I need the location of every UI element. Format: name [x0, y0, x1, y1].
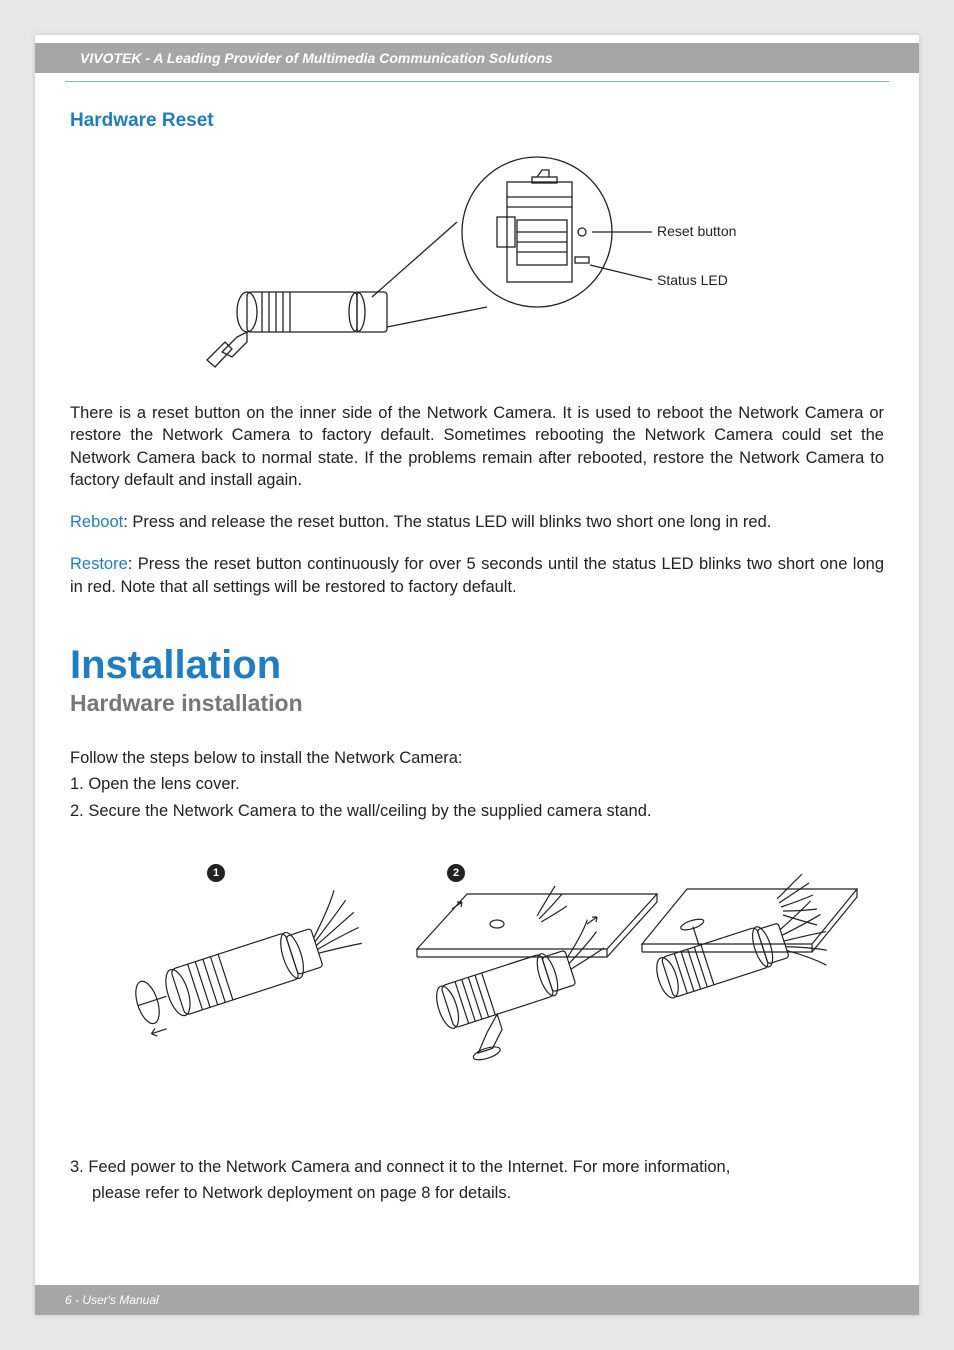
install-step-3-line2: please refer to Network deployment on pa… [70, 1180, 884, 1206]
reboot-paragraph: Reboot: Press and release the reset butt… [70, 511, 884, 533]
content-area: Hardware Reset [70, 110, 884, 1270]
restore-label: Restore [70, 555, 128, 573]
install-step-3-line1: 3. Feed power to the Network Camera and … [70, 1154, 884, 1180]
reset-paragraph: There is a reset button on the inner sid… [70, 402, 884, 491]
step-badge-1: 1 [207, 864, 225, 882]
install-diagram: 1 2 [87, 849, 867, 1129]
page: VIVOTEK - A Leading Provider of Multimed… [35, 35, 919, 1315]
footer-text: 6 - User's Manual [65, 1293, 159, 1307]
reboot-text: : Press and release the reset button. Th… [123, 513, 771, 531]
separator-line [65, 81, 889, 82]
install-diagram-svg [87, 849, 867, 1129]
status-led-label: Status LED [657, 272, 728, 288]
reboot-label: Reboot [70, 513, 123, 531]
install-step-1: 1. Open the lens cover. [70, 771, 884, 797]
reset-diagram: Reset button Status LED [197, 152, 757, 372]
install-intro: Follow the steps below to install the Ne… [70, 745, 884, 771]
hardware-installation-subheading: Hardware installation [70, 690, 884, 717]
reset-button-label: Reset button [657, 223, 736, 239]
restore-paragraph: Restore: Press the reset button continuo… [70, 553, 884, 598]
installation-heading: Installation [70, 643, 884, 688]
header-text: VIVOTEK - A Leading Provider of Multimed… [80, 50, 553, 66]
reset-diagram-svg [197, 152, 757, 372]
hardware-reset-title: Hardware Reset [70, 110, 884, 132]
install-step-2: 2. Secure the Network Camera to the wall… [70, 798, 884, 824]
footer-bar: 6 - User's Manual [35, 1285, 919, 1315]
header-bar: VIVOTEK - A Leading Provider of Multimed… [35, 43, 919, 73]
step-badge-2: 2 [447, 864, 465, 882]
restore-text: : Press the reset button continuously fo… [70, 555, 884, 595]
